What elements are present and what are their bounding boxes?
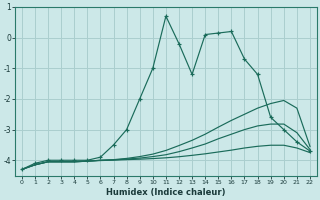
X-axis label: Humidex (Indice chaleur): Humidex (Indice chaleur) bbox=[106, 188, 226, 197]
